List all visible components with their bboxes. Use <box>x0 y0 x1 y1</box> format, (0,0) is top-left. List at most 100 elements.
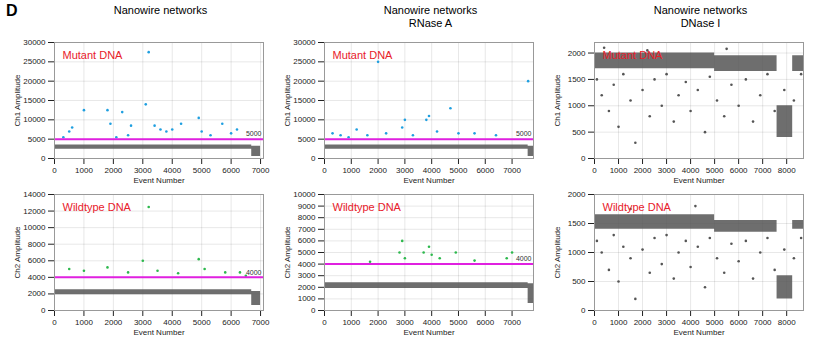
svg-text:7000: 7000 <box>503 166 521 175</box>
svg-text:12000: 12000 <box>23 207 46 216</box>
svg-text:0: 0 <box>581 306 586 315</box>
svg-text:15000: 15000 <box>23 96 46 105</box>
svg-text:4000: 4000 <box>163 318 181 327</box>
svg-text:6000: 6000 <box>222 166 240 175</box>
svg-text:Ch2 Amplitude: Ch2 Amplitude <box>553 226 562 279</box>
svg-text:1500: 1500 <box>568 219 586 228</box>
svg-text:25000: 25000 <box>293 57 316 66</box>
svg-text:2000: 2000 <box>104 318 122 327</box>
svg-text:Wildtype DNA: Wildtype DNA <box>63 201 132 213</box>
svg-text:1000: 1000 <box>568 101 586 110</box>
svg-text:Event Number: Event Number <box>673 176 724 185</box>
svg-text:15000: 15000 <box>293 96 316 105</box>
svg-text:5000: 5000 <box>706 166 724 175</box>
svg-text:30000: 30000 <box>23 38 46 47</box>
svg-text:10000: 10000 <box>293 190 316 199</box>
svg-text:20000: 20000 <box>293 77 316 86</box>
svg-text:4000: 4000 <box>423 166 441 175</box>
svg-text:4000: 4000 <box>516 255 532 262</box>
svg-text:1000: 1000 <box>342 166 360 175</box>
svg-text:0: 0 <box>592 166 597 175</box>
svg-text:Ch1 Amplitude: Ch1 Amplitude <box>283 74 292 127</box>
svg-text:4000: 4000 <box>682 318 700 327</box>
svg-text:1000: 1000 <box>342 318 360 327</box>
svg-text:Ch1 Amplitude: Ch1 Amplitude <box>13 74 22 127</box>
svg-text:5000: 5000 <box>246 130 262 137</box>
svg-text:30000: 30000 <box>293 38 316 47</box>
svg-text:Wildtype DNA: Wildtype DNA <box>603 201 672 213</box>
svg-text:2000: 2000 <box>369 318 387 327</box>
svg-text:6000: 6000 <box>730 166 748 175</box>
svg-text:5000: 5000 <box>706 318 724 327</box>
svg-text:10000: 10000 <box>293 115 316 124</box>
svg-text:25000: 25000 <box>23 57 46 66</box>
svg-text:4000: 4000 <box>28 273 46 282</box>
svg-text:8000: 8000 <box>298 213 316 222</box>
svg-text:Event Number: Event Number <box>403 328 454 337</box>
svg-text:1000: 1000 <box>298 294 316 303</box>
svg-text:8000: 8000 <box>778 318 796 327</box>
svg-text:7000: 7000 <box>252 166 270 175</box>
svg-text:3000: 3000 <box>134 318 152 327</box>
svg-text:5000: 5000 <box>450 166 468 175</box>
svg-text:0: 0 <box>581 154 586 163</box>
svg-text:0: 0 <box>311 154 316 163</box>
svg-text:6000: 6000 <box>476 318 494 327</box>
svg-text:Ch1 Amplitude: Ch1 Amplitude <box>553 74 562 127</box>
svg-text:10000: 10000 <box>23 223 46 232</box>
svg-text:5000: 5000 <box>516 130 532 137</box>
svg-text:6000: 6000 <box>298 236 316 245</box>
svg-text:0: 0 <box>41 154 46 163</box>
svg-text:2000: 2000 <box>634 166 652 175</box>
svg-text:2000: 2000 <box>634 318 652 327</box>
svg-text:1500: 1500 <box>568 75 586 84</box>
svg-text:7000: 7000 <box>754 166 772 175</box>
svg-text:3000: 3000 <box>134 166 152 175</box>
svg-text:2000: 2000 <box>298 283 316 292</box>
svg-text:7000: 7000 <box>298 225 316 234</box>
svg-text:Event Number: Event Number <box>673 328 724 337</box>
svg-text:2000: 2000 <box>104 166 122 175</box>
svg-text:0: 0 <box>322 166 327 175</box>
svg-text:500: 500 <box>572 128 586 137</box>
svg-text:5000: 5000 <box>298 135 316 144</box>
svg-text:Ch2 Amplitude: Ch2 Amplitude <box>13 226 22 279</box>
svg-text:500: 500 <box>572 277 586 286</box>
svg-text:8000: 8000 <box>778 166 796 175</box>
svg-text:3000: 3000 <box>658 318 676 327</box>
svg-text:Event Number: Event Number <box>133 176 184 185</box>
svg-text:Event Number: Event Number <box>403 176 454 185</box>
svg-text:7000: 7000 <box>754 318 772 327</box>
svg-text:4000: 4000 <box>246 269 262 276</box>
svg-text:6000: 6000 <box>730 318 748 327</box>
svg-text:5000: 5000 <box>193 318 211 327</box>
svg-text:3000: 3000 <box>396 318 414 327</box>
svg-text:1000: 1000 <box>610 318 628 327</box>
svg-text:5000: 5000 <box>193 166 211 175</box>
svg-text:Mutant DNA: Mutant DNA <box>333 49 394 61</box>
svg-text:4000: 4000 <box>298 260 316 269</box>
svg-text:Wildtype DNA: Wildtype DNA <box>333 201 402 213</box>
svg-text:5000: 5000 <box>450 318 468 327</box>
svg-text:Ch2 Amplitude: Ch2 Amplitude <box>283 226 292 279</box>
svg-text:9000: 9000 <box>298 202 316 211</box>
svg-text:0: 0 <box>41 306 46 315</box>
svg-text:20000: 20000 <box>23 77 46 86</box>
svg-text:1000: 1000 <box>568 248 586 257</box>
svg-text:2000: 2000 <box>568 49 586 58</box>
svg-text:1000: 1000 <box>610 166 628 175</box>
svg-text:1000: 1000 <box>75 318 93 327</box>
svg-text:Event Number: Event Number <box>133 328 184 337</box>
svg-text:10000: 10000 <box>23 115 46 124</box>
svg-text:2000: 2000 <box>369 166 387 175</box>
svg-text:2000: 2000 <box>568 190 586 199</box>
svg-text:0: 0 <box>52 166 57 175</box>
svg-text:7000: 7000 <box>252 318 270 327</box>
svg-text:14000: 14000 <box>23 190 46 199</box>
svg-text:4000: 4000 <box>163 166 181 175</box>
svg-text:8000: 8000 <box>28 240 46 249</box>
svg-text:2000: 2000 <box>28 289 46 298</box>
svg-text:5000: 5000 <box>28 135 46 144</box>
svg-text:0: 0 <box>592 318 597 327</box>
svg-text:0: 0 <box>322 318 327 327</box>
